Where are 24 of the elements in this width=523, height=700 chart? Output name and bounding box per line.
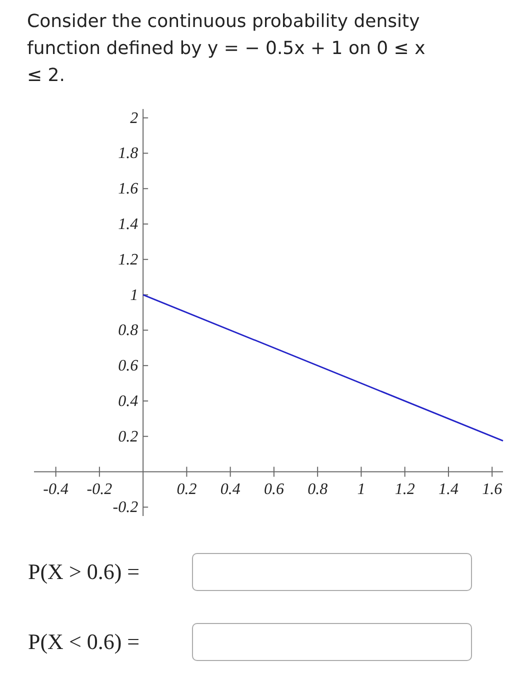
y-tick-label: -0.2 <box>112 499 138 516</box>
text: P(X < 0.6) = <box>28 629 141 655</box>
x-tick-label: 1.2 <box>394 480 415 498</box>
y-tick-label: 1.8 <box>118 145 138 162</box>
x-tick-label: 0.8 <box>308 480 328 498</box>
y-tick-label: 1.6 <box>118 180 138 198</box>
y-tick-label: 2 <box>130 110 138 127</box>
x-tick-label: 0.6 <box>264 480 284 498</box>
y-tick-label: 0.2 <box>118 428 138 446</box>
x-tick-label: -0.4 <box>43 480 68 498</box>
text: P(X > 0.6) = <box>28 559 141 585</box>
y-tick-label: 0.4 <box>118 392 138 410</box>
x-tick-label: 1.6 <box>482 480 502 498</box>
x-tick-label: 0.2 <box>176 480 197 498</box>
chart-title: Consider the continuous probability density function defined by y = − 0.5x + 1 on 0 ≤ x ≤ 2. <box>27 10 426 88</box>
y-tick-label: 1.2 <box>118 251 138 268</box>
x-tick-label: -0.2 <box>86 480 112 498</box>
y-tick-label: 1 <box>130 286 138 304</box>
y-tick-label: 0.6 <box>118 358 138 375</box>
x-tick-label: 1 <box>357 480 366 498</box>
y-tick-label: 0.8 <box>118 322 138 340</box>
x-tick-label: 1.4 <box>438 480 458 498</box>
x-tick-label: 0.4 <box>220 480 240 498</box>
y-tick-label: 1.4 <box>118 216 138 234</box>
